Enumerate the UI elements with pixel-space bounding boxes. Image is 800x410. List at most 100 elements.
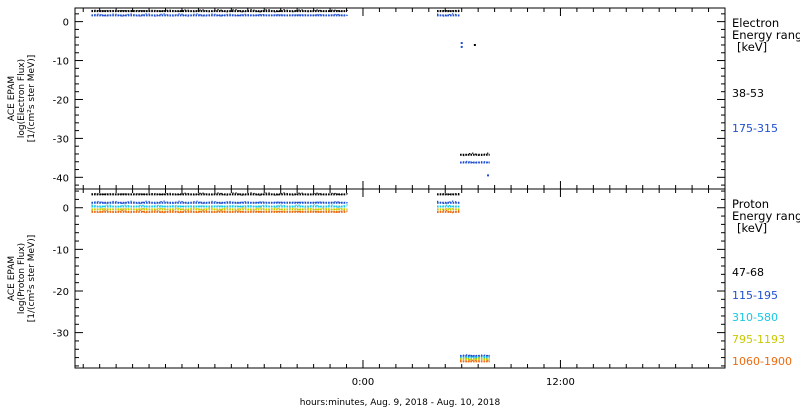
data-point: [460, 45, 463, 48]
data-point: [187, 15, 189, 17]
data-point: [220, 15, 222, 17]
data-point: [481, 360, 483, 362]
data-point: [199, 9, 201, 11]
data-point: [157, 193, 159, 195]
data-point: [103, 193, 105, 195]
data-point: [169, 209, 171, 212]
data-point: [247, 208, 249, 211]
data-point: [106, 202, 108, 204]
data-point: [340, 14, 342, 16]
data-point: [265, 14, 267, 16]
data-point: [472, 355, 474, 357]
data-point: [455, 206, 457, 208]
data-point: [208, 11, 210, 13]
data-point: [337, 208, 339, 210]
data-point: [127, 205, 129, 207]
data-point: [247, 14, 249, 16]
legend-entry: 38-53: [732, 87, 764, 100]
data-point: [458, 15, 460, 17]
data-point: [229, 208, 231, 210]
data-point: [469, 153, 471, 155]
data-point: [460, 162, 462, 164]
data-point: [205, 202, 207, 204]
data-point: [145, 211, 147, 214]
data-point: [283, 8, 285, 11]
y-tick-label: -40: [53, 173, 69, 184]
data-point: [91, 9, 93, 12]
data-point: [455, 13, 457, 16]
data-point: [154, 208, 156, 210]
data-point: [440, 210, 442, 213]
data-point: [208, 14, 210, 16]
y-axis-label: ACE EPAM log(Proton Flux) [1/(cm²s ster Me…: [7, 235, 37, 322]
data-point: [208, 201, 210, 203]
data-point: [211, 194, 213, 196]
data-point: [199, 192, 201, 194]
data-point: [97, 200, 99, 203]
data-point: [94, 201, 96, 203]
data-point: [163, 13, 165, 15]
data-point: [106, 208, 108, 210]
data-point: [286, 14, 288, 16]
data-point: [139, 208, 141, 210]
data-point: [262, 193, 264, 195]
data-point: [202, 209, 204, 211]
data-point: [343, 205, 345, 207]
data-point: [118, 193, 120, 195]
data-point: [452, 13, 454, 15]
data-point: [340, 207, 342, 210]
data-point: [475, 358, 477, 360]
data-point: [109, 204, 111, 206]
data-point: [112, 211, 114, 214]
data-point: [325, 14, 327, 16]
data-point: [484, 355, 486, 358]
data-point: [449, 207, 451, 210]
data-point: [472, 356, 474, 358]
data-point: [151, 202, 153, 204]
data-point: [145, 193, 147, 195]
data-point: [223, 14, 225, 16]
data-point: [307, 194, 309, 196]
data-point: [139, 193, 141, 195]
data-point: [157, 202, 159, 204]
data-point: [274, 210, 276, 213]
y-axis-label-line: log(Electron Flux): [17, 59, 27, 138]
y-axis-label: ACE EPAM log(Electron Flux) [1/(cm²s ster …: [7, 55, 37, 142]
data-point: [475, 359, 477, 362]
data-point: [184, 202, 186, 204]
data-point: [205, 193, 207, 195]
data-point: [340, 193, 342, 196]
data-point: [238, 193, 240, 195]
data-point: [163, 205, 165, 208]
data-point: [295, 204, 297, 206]
data-point: [301, 201, 303, 203]
data-point: [142, 201, 144, 203]
data-point: [232, 14, 234, 16]
data-point: [473, 43, 476, 46]
data-point: [271, 206, 273, 208]
data-point: [106, 10, 108, 12]
data-point: [328, 193, 330, 195]
data-point: [136, 208, 138, 210]
data-point: [103, 15, 105, 17]
y-axis-label-line: log(Proton Flux): [17, 243, 27, 314]
data-point: [178, 207, 180, 209]
data-point: [469, 354, 471, 356]
data-point: [223, 205, 225, 207]
data-point: [458, 210, 460, 212]
data-point: [148, 211, 150, 213]
data-point: [184, 209, 186, 211]
data-point: [289, 10, 291, 13]
data-point: [256, 201, 258, 204]
data-point: [478, 161, 480, 163]
data-point: [337, 193, 339, 195]
data-point: [460, 357, 462, 359]
data-point: [241, 11, 243, 13]
data-point: [256, 194, 258, 196]
data-point: [214, 205, 216, 207]
data-point: [127, 208, 129, 210]
series-38-53: [91, 8, 490, 157]
data-point: [97, 206, 99, 208]
data-point: [469, 360, 471, 362]
data-point: [196, 10, 198, 12]
